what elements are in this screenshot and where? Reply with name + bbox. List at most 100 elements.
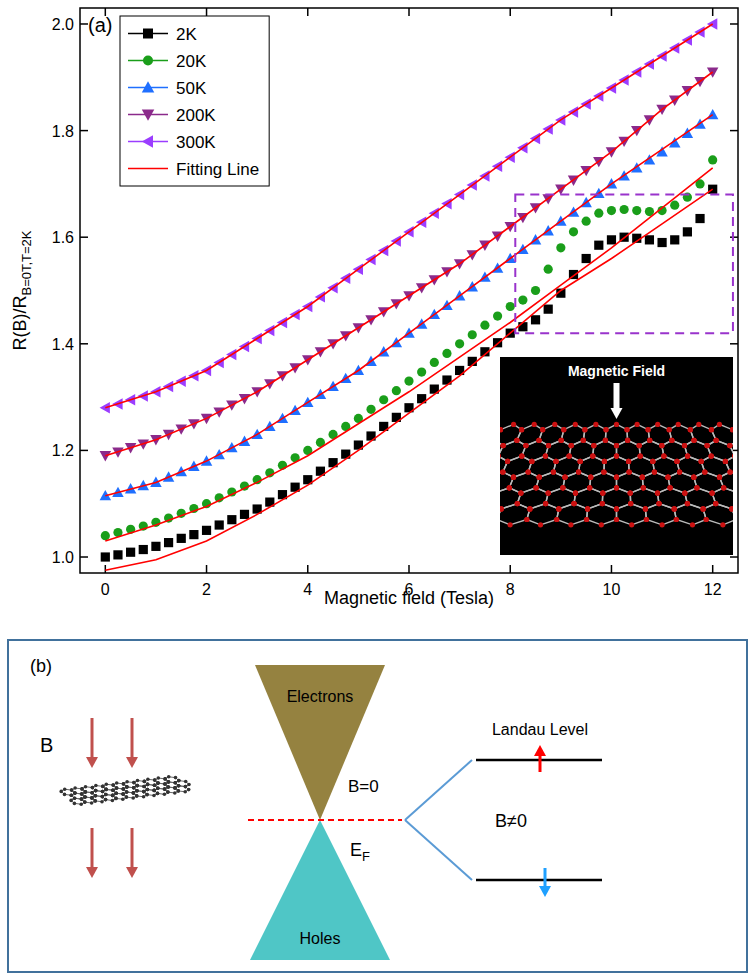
atom bbox=[717, 475, 722, 480]
atom bbox=[614, 422, 619, 427]
field-arrow bbox=[611, 383, 623, 419]
atom bbox=[573, 491, 578, 496]
atom bbox=[567, 454, 572, 459]
landau-level bbox=[476, 879, 602, 882]
atom bbox=[723, 459, 728, 464]
atom bbox=[100, 800, 104, 804]
atom bbox=[84, 790, 88, 794]
atom bbox=[655, 491, 660, 496]
atom bbox=[614, 485, 619, 490]
atom bbox=[115, 786, 119, 790]
fermi-label-main: E bbox=[350, 840, 362, 860]
data-point bbox=[620, 205, 629, 214]
atom bbox=[142, 790, 146, 794]
atom bbox=[104, 788, 108, 792]
atom bbox=[667, 427, 672, 432]
data-point bbox=[645, 235, 654, 244]
data-point bbox=[480, 321, 489, 330]
atom bbox=[714, 438, 719, 443]
atom bbox=[655, 491, 660, 496]
atom bbox=[685, 501, 690, 506]
atom bbox=[665, 475, 670, 480]
atom bbox=[507, 485, 512, 490]
atom bbox=[511, 475, 516, 480]
atom bbox=[122, 787, 126, 791]
atom bbox=[588, 475, 593, 480]
atom bbox=[588, 475, 593, 480]
atom bbox=[59, 790, 63, 794]
atom bbox=[627, 469, 632, 474]
atom bbox=[723, 459, 728, 464]
atom bbox=[637, 443, 642, 448]
atom bbox=[142, 795, 146, 799]
atom bbox=[646, 427, 651, 432]
atom bbox=[660, 522, 665, 527]
atom bbox=[534, 485, 539, 490]
atom bbox=[500, 506, 504, 511]
atom bbox=[157, 776, 161, 780]
atom bbox=[156, 781, 160, 785]
atom bbox=[156, 792, 160, 796]
atom bbox=[624, 427, 629, 432]
atom bbox=[114, 797, 118, 801]
atom bbox=[70, 788, 74, 792]
atom bbox=[603, 427, 608, 432]
atom bbox=[576, 469, 581, 474]
atom bbox=[536, 438, 541, 443]
atom bbox=[93, 799, 97, 803]
atom bbox=[104, 793, 108, 797]
atom bbox=[720, 522, 725, 527]
atom bbox=[73, 796, 77, 800]
data-point bbox=[366, 405, 375, 414]
atom bbox=[585, 506, 590, 511]
legend-label: 2K bbox=[176, 25, 197, 44]
atom bbox=[614, 506, 619, 511]
atom bbox=[146, 778, 150, 782]
atom bbox=[111, 783, 115, 787]
atom bbox=[641, 485, 646, 490]
atom bbox=[601, 469, 606, 474]
y-axis-title-subscript: B=0T,T=2K bbox=[19, 230, 34, 295]
atom bbox=[73, 791, 77, 795]
atom bbox=[184, 785, 188, 789]
y-tick-label: 1.2 bbox=[52, 442, 74, 459]
atom bbox=[111, 788, 115, 792]
atom bbox=[543, 454, 548, 459]
atom bbox=[682, 491, 687, 496]
atom bbox=[713, 501, 718, 506]
data-point bbox=[240, 510, 249, 519]
atom bbox=[561, 427, 566, 432]
atom bbox=[132, 786, 136, 790]
atom bbox=[505, 459, 510, 464]
spin-down-arrow-head bbox=[539, 886, 551, 897]
atom bbox=[713, 501, 718, 506]
atom bbox=[101, 790, 105, 794]
x-tick-top bbox=[206, 8, 208, 16]
atom bbox=[625, 438, 630, 443]
atom bbox=[136, 779, 140, 783]
atom bbox=[581, 438, 586, 443]
data-point bbox=[632, 206, 641, 215]
atom bbox=[601, 469, 606, 474]
atom bbox=[571, 501, 576, 506]
atom bbox=[637, 443, 642, 448]
atom bbox=[166, 785, 170, 789]
field-arrow-shaft bbox=[614, 383, 620, 408]
atom bbox=[142, 785, 146, 789]
data-point bbox=[468, 330, 477, 339]
atom bbox=[728, 469, 733, 474]
atom bbox=[114, 791, 118, 795]
data-point bbox=[126, 548, 135, 557]
atom bbox=[584, 517, 589, 522]
atom bbox=[152, 789, 156, 793]
atom bbox=[650, 459, 655, 464]
atom bbox=[101, 795, 105, 799]
atom bbox=[562, 475, 567, 480]
spin-up-arrow-shaft bbox=[539, 756, 542, 772]
atom bbox=[701, 506, 706, 511]
atom bbox=[600, 501, 605, 506]
legend-label: 300K bbox=[176, 133, 216, 152]
atom bbox=[73, 796, 77, 800]
atom bbox=[83, 795, 87, 799]
atom bbox=[556, 506, 561, 511]
